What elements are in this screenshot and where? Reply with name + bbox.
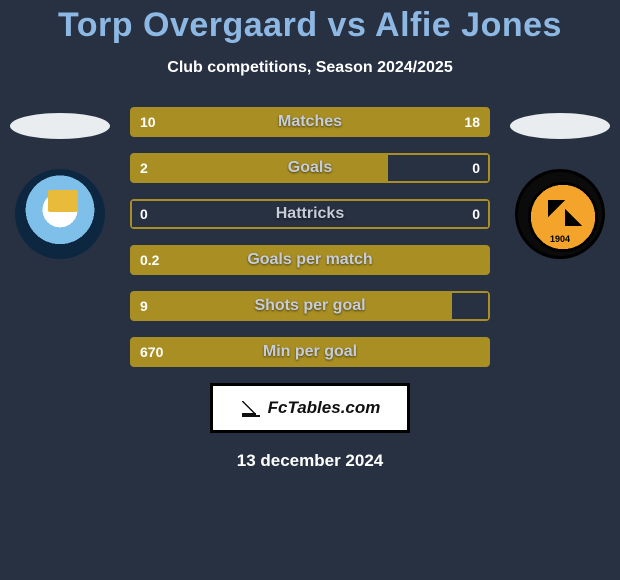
stat-value-right — [470, 337, 490, 367]
stat-bar-track — [130, 245, 490, 275]
stat-bar-track — [130, 291, 490, 321]
club-badge-left — [15, 169, 105, 259]
stat-value-left: 9 — [130, 291, 158, 321]
stat-value-right — [470, 291, 490, 321]
stat-row: Goals20 — [130, 153, 490, 183]
club-badge-right-year: 1904 — [518, 234, 602, 244]
player-right-slot: 1904 — [500, 107, 620, 259]
stat-value-left: 2 — [130, 153, 158, 183]
stat-bar-empty — [132, 201, 488, 227]
stat-row: Goals per match0.2 — [130, 245, 490, 275]
stat-value-right: 18 — [454, 107, 490, 137]
stat-value-left: 10 — [130, 107, 166, 137]
stat-value-left: 0.2 — [130, 245, 169, 275]
stat-bar-track — [130, 199, 490, 229]
subtitle: Club competitions, Season 2024/2025 — [0, 59, 620, 77]
stat-bar-track — [130, 153, 490, 183]
stat-bar-left-fill — [132, 293, 452, 319]
date: 13 december 2024 — [0, 451, 620, 471]
stat-row: Shots per goal9 — [130, 291, 490, 321]
page-title: Torp Overgaard vs Alfie Jones — [0, 0, 620, 45]
chart-icon — [240, 397, 262, 419]
stat-row: Hattricks00 — [130, 199, 490, 229]
stat-value-right — [470, 245, 490, 275]
stat-bar-track — [130, 107, 490, 137]
stat-bars: Matches1018Goals20Hattricks00Goals per m… — [130, 107, 490, 367]
stat-value-left: 670 — [130, 337, 173, 367]
stat-bar-left-fill — [132, 247, 488, 273]
stat-bar-left-fill — [132, 339, 488, 365]
player-left-ellipse — [10, 113, 110, 139]
stat-bar-left-fill — [132, 155, 388, 181]
stat-value-right: 0 — [462, 153, 490, 183]
player-left-slot — [0, 107, 120, 259]
stat-value-right: 0 — [462, 199, 490, 229]
comparison-card: Torp Overgaard vs Alfie Jones Club compe… — [0, 0, 620, 580]
player-right-ellipse — [510, 113, 610, 139]
stat-row: Min per goal670 — [130, 337, 490, 367]
stat-row: Matches1018 — [130, 107, 490, 137]
stat-bar-track — [130, 337, 490, 367]
stat-value-left: 0 — [130, 199, 158, 229]
fctables-logo: FcTables.com — [210, 383, 410, 433]
club-badge-right: 1904 — [515, 169, 605, 259]
logo-text: FcTables.com — [268, 398, 381, 418]
comparison-arena: 1904 Matches1018Goals20Hattricks00Goals … — [0, 107, 620, 367]
